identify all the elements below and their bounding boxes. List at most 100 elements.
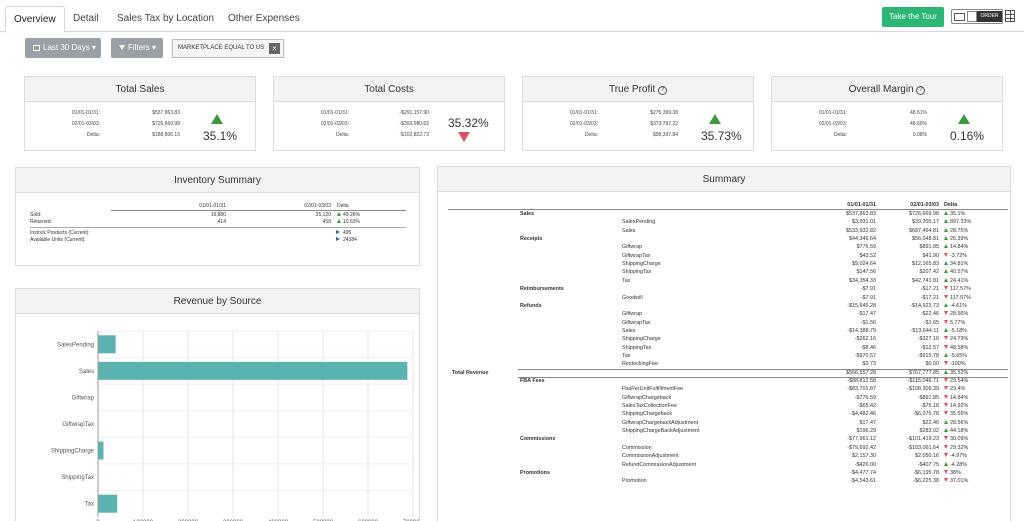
arrow-down-icon (458, 132, 470, 142)
summary-value: $776.59 (856, 244, 877, 251)
kpi-row-value: $188,806.15 (152, 132, 180, 138)
summary-value: -$1.56 (860, 319, 876, 326)
summary-delta: 28.75% (944, 227, 968, 234)
kpi-row-value: $373,797.22 (650, 121, 678, 127)
divider (518, 377, 1008, 379)
kpi-row-label: 02/01-03/03: (320, 121, 349, 127)
kpi-title-text: Total Costs (364, 84, 414, 95)
summary-delta-value: -3.72% (950, 252, 968, 259)
toggle-knob (967, 11, 977, 22)
summary-delta: 24.79% (944, 336, 968, 342)
arrow-up-icon (944, 244, 948, 249)
grid-view-icon[interactable] (1005, 10, 1015, 22)
arrow-down-icon (944, 436, 948, 441)
summary-row-label: Receipts (520, 236, 543, 243)
summary-delta-value: 35.1% (950, 211, 966, 217)
arrow-down-icon (944, 361, 948, 366)
summary-value: -$6,075.78 (913, 411, 939, 418)
kpi-row-label: Delta: (86, 132, 100, 138)
summary-delta: 14.84% (944, 394, 968, 401)
summary-value: -$4,543.61 (850, 478, 876, 485)
summary-delta-value: 26.39% (950, 236, 969, 243)
summary-delta-value: 48.58% (950, 344, 969, 351)
summary-value: -$108,309.39 (907, 386, 939, 393)
summary-row-label: CommissionAdjustment (622, 453, 679, 460)
arrow-down-icon (944, 453, 948, 458)
summary-delta: -5.65% (944, 352, 967, 359)
tab-detail[interactable]: Detail (73, 13, 99, 24)
summary-row-label: Giftwrap (622, 244, 643, 251)
filter-chip: MARKETPLACE EQUAL TO US × (172, 39, 284, 58)
summary-value: -$88,812.58 (847, 378, 876, 384)
summary-value: -$7.91 (860, 286, 876, 293)
summary-delta: 5.77% (944, 319, 965, 326)
filter-icon (119, 45, 125, 50)
inventory-col-header: Delta (337, 203, 349, 209)
inventory-col-header: 01/01-01/31 (199, 203, 226, 209)
arrow-down-icon (944, 386, 948, 391)
bar (98, 441, 104, 460)
arrow-up-icon (944, 211, 948, 215)
summary-col-header: 02/01-03/03 (910, 202, 939, 208)
summary-value: -$103,061.64 (907, 444, 939, 451)
kpi-title: Overall Margin ? (772, 77, 1002, 102)
summary-row-label: FBA Fees (520, 378, 545, 384)
inventory-value: 16,880 (210, 212, 226, 218)
filters-label: Filters (128, 43, 150, 52)
kpi-row: Delta: 0.08% (802, 132, 932, 143)
summary-value: -$262.16 (854, 336, 876, 343)
inventory-delta: 49.26% (337, 212, 360, 218)
summary-delta-value: 29.4% (950, 386, 966, 393)
filters-button[interactable]: Filters ▾ (111, 38, 163, 58)
caret-down-icon: ▾ (89, 43, 96, 52)
info-icon[interactable]: ? (916, 86, 926, 95)
tab-sales-tax-by-location[interactable]: Sales Tax by Location (117, 13, 215, 24)
summary-delta: -5.18% (944, 327, 967, 334)
summary-delta: 44.18% (944, 428, 968, 434)
summary-value: -$14,923.73 (910, 302, 939, 309)
arrow-up-icon (944, 461, 948, 466)
summary-delta-value: 897.33% (950, 219, 972, 226)
inventory-delta-value: 49.26% (343, 212, 360, 218)
summary-delta: 24.41% (944, 277, 968, 284)
summary-value: $891.85 (919, 244, 940, 251)
kpi-title: Total Costs (274, 77, 504, 102)
summary-row-label: ShippingChargeBackAdjustment (622, 428, 700, 435)
date-range-button[interactable]: Last 30 Days ▾ (25, 38, 101, 58)
summary-delta: -4.28% (944, 461, 967, 468)
summary-row-label: Sales (520, 211, 535, 217)
tab-other-expenses[interactable]: Other Expenses (228, 13, 300, 24)
calendar-icon (33, 45, 40, 51)
inventory-value: 458 (322, 219, 331, 225)
kpi-row-value: -$291,157.90 (399, 110, 429, 116)
arrow-up-icon (944, 236, 948, 241)
view-toggle[interactable]: ORDER (951, 9, 1003, 24)
summary-value: $3.73 (862, 361, 877, 368)
summary-delta: 14.84% (944, 244, 968, 250)
arrow-down-icon (944, 411, 948, 416)
summary-value: $283.02 (919, 428, 940, 435)
summary-delta-value: 14.84% (950, 244, 969, 251)
summary-value: $2,050.16 (915, 453, 939, 460)
filter-chip-label: MARKETPLACE EQUAL TO US (178, 45, 265, 51)
info-icon[interactable]: ? (658, 86, 668, 95)
inventory-current: 24384 (336, 237, 357, 243)
tab-overview[interactable]: Overview (5, 6, 65, 33)
take-the-tour-button[interactable]: Take the Tour (882, 7, 944, 27)
summary-value: $39,205.17 (912, 219, 939, 226)
kpi-row-label: 01/01-01/31: (818, 110, 847, 116)
close-icon[interactable]: × (269, 43, 280, 54)
kpi-percent: 35.32% (448, 116, 489, 130)
summary-row-label: Sales (622, 327, 636, 334)
summary-value: $17.47 (859, 419, 877, 426)
summary-row-label: FbaPerUnitFulfillmentFee (622, 386, 684, 393)
bar (98, 494, 118, 513)
summary-value: $43.52 (859, 252, 877, 259)
summary-delta-value: 14.92% (950, 403, 969, 410)
summary-delta-value: 34.81% (950, 261, 969, 268)
date-range-label: Last 30 Days (43, 43, 90, 52)
kpi-row: 01/01-01/31: $537,863.83 (55, 110, 185, 121)
inventory-delta-value: 10.63% (343, 219, 360, 225)
summary-delta: 37.01% (944, 478, 968, 484)
summary-value: -$17.47 (857, 311, 876, 318)
